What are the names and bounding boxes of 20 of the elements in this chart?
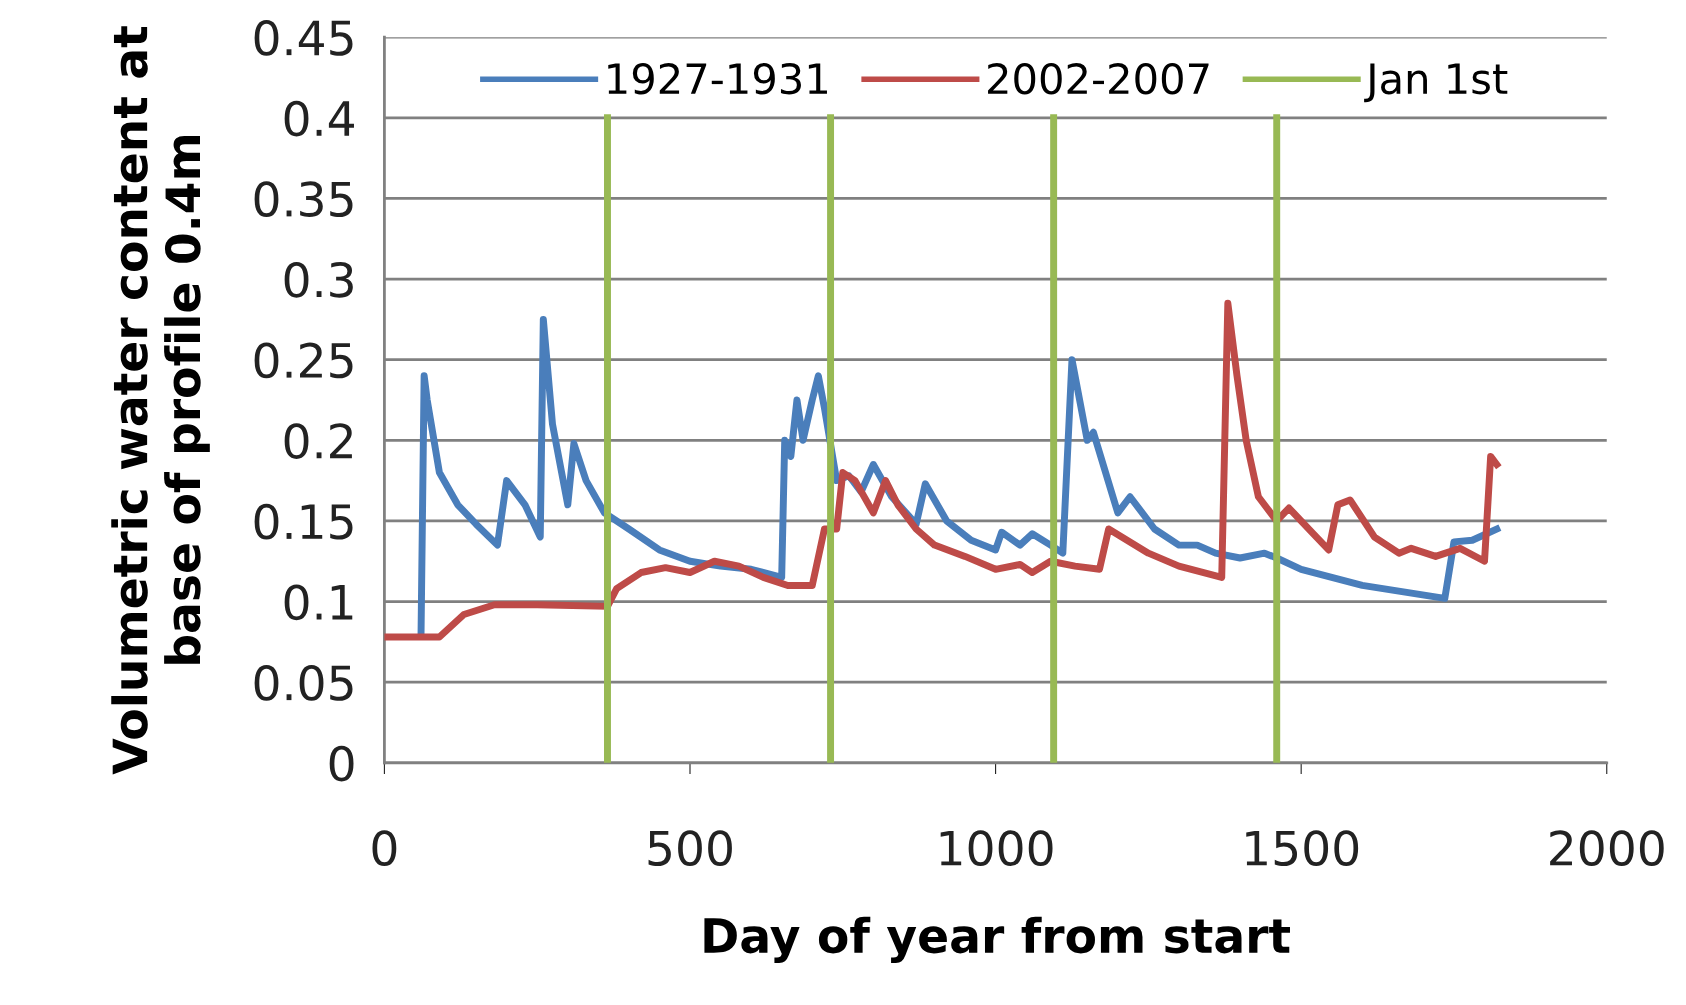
x-tick-label: 1000 [940,830,1053,867]
x-axis-title: Day of year from start [704,916,1290,963]
x-tick-label: 1500 [1246,830,1359,867]
x-tick-label: 0 [372,830,397,867]
x-tick-label: 2000 [1550,830,1664,867]
y-tick-label: 0.1 [284,584,353,621]
y-tick-label: 0.15 [254,503,353,540]
y-tick-label: 0.45 [254,20,353,56]
y-axis-title: Volumetric water content at base of profile 0.4m [111,26,210,775]
y-tick-label: 0.4 [284,100,354,137]
legend-label: 2002-2007 [988,62,1209,95]
y-tick-label: 0.05 [254,665,353,701]
y-tick-label: 0 [329,745,354,782]
legend-label: Jan 1st [1364,63,1508,103]
y-tick-label: 0.25 [254,342,353,379]
legend-label: 1927-1931 [608,62,827,95]
y-tick-label: 0.2 [284,423,352,459]
y-tick-label: 0.35 [254,181,353,218]
x-tick-label: 500 [648,830,732,867]
y-tick-label: 0.3 [284,261,353,298]
